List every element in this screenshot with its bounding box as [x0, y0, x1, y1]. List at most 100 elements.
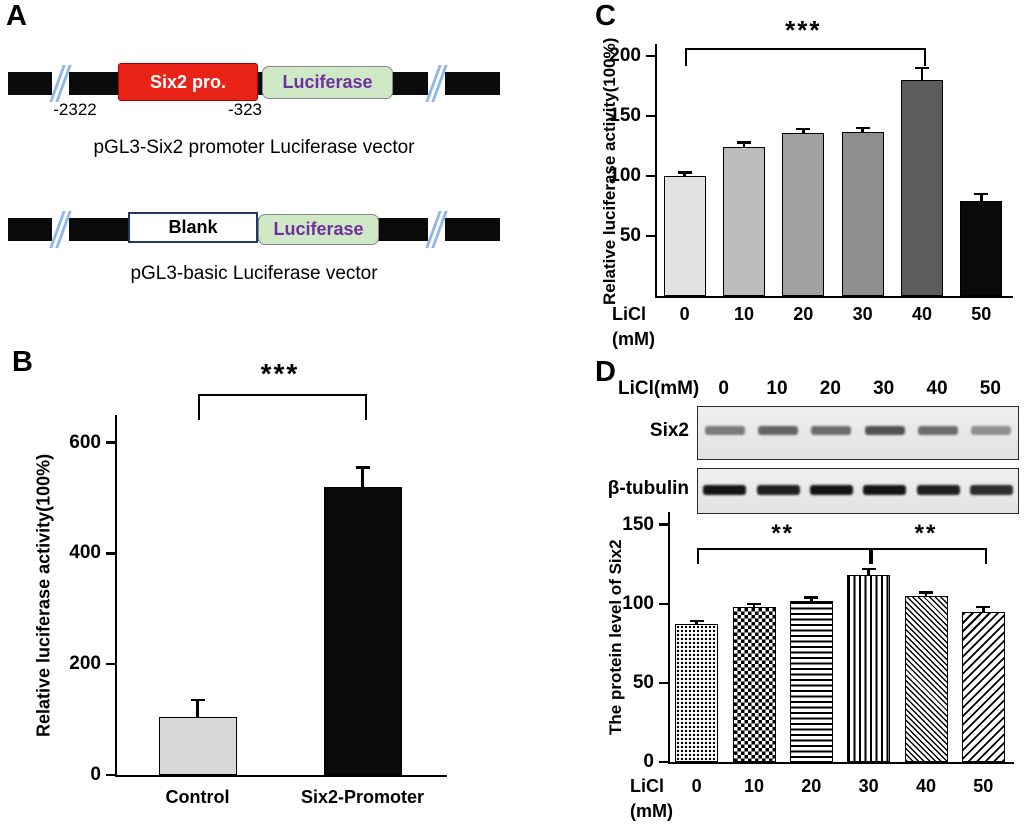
y-tick — [659, 760, 668, 764]
bar — [723, 147, 765, 296]
lane-label: 20 — [819, 378, 841, 399]
bar — [904, 595, 948, 762]
y-tick — [659, 602, 668, 606]
lane-label: 10 — [766, 378, 788, 399]
error-bar-cap — [804, 596, 819, 599]
x-tick-label: 30 — [852, 304, 873, 324]
x-tick-label: 0 — [691, 776, 702, 796]
x-tick-label: 10 — [743, 776, 764, 796]
promoter-start-coordinate: -2322 — [53, 100, 97, 119]
panel-d-label: D — [595, 356, 616, 388]
y-axis-label: Relative luciferase activity(100%) — [33, 453, 54, 737]
y-axis-label: The protein level of Six2 — [606, 539, 625, 735]
error-bar-cap — [796, 127, 811, 131]
significance-label: *** — [260, 358, 300, 389]
error-bar-stem — [980, 194, 983, 202]
bar — [841, 131, 884, 296]
x-axis-label: LiCl — [612, 304, 646, 324]
significance-label: ** — [771, 520, 794, 547]
blot-band — [864, 426, 905, 435]
blot-band — [971, 426, 1012, 435]
error-bar-cap — [915, 66, 929, 70]
blot-band — [809, 485, 853, 495]
error-bar-stem — [924, 592, 928, 596]
error-bar-cap — [355, 466, 370, 469]
bar — [782, 132, 825, 296]
bar-chart-c: 50 100 150 200 0 10 20 30 40 50 LiCl (mM) Relative l… — [600, 8, 1024, 360]
y-tick-label: 100 — [609, 165, 641, 186]
promoter-end-coordinate: -323 — [227, 100, 263, 119]
bar — [732, 606, 776, 762]
significance-bracket — [197, 394, 367, 420]
error-bar-stem — [742, 142, 746, 148]
blot-band — [863, 485, 907, 495]
lane-label: 30 — [873, 378, 895, 399]
error-bar-stem — [920, 68, 924, 80]
significance-label: ** — [914, 520, 938, 547]
error-bar-cap — [855, 126, 870, 130]
error-bar-cap — [861, 567, 876, 571]
error-bar-cap — [737, 141, 751, 144]
six2-promoter-box: Six2 pro. — [118, 63, 258, 101]
axes — [668, 512, 1014, 764]
y-tick — [646, 234, 655, 238]
error-bar-cap — [976, 605, 991, 609]
error-bar-stem — [982, 606, 985, 612]
y-tick — [646, 114, 655, 118]
bar — [675, 624, 719, 762]
significance-label: *** — [785, 15, 822, 45]
blot-row-label: β-tubulin — [607, 478, 689, 499]
error-bar-cap — [919, 591, 933, 594]
error-bar-cap — [677, 171, 692, 174]
panel-c-label: C — [595, 0, 616, 32]
dna-break-icon — [49, 211, 72, 248]
luciferase-box-2: Luciferase — [258, 214, 379, 245]
error-bar-cap — [689, 619, 704, 623]
error-bar-stem — [867, 568, 870, 576]
error-bar-stem — [361, 467, 364, 487]
blot-row-label: Six2 — [649, 420, 689, 441]
error-bar-cap — [974, 192, 989, 196]
significance-bracket — [684, 48, 926, 66]
bar — [158, 716, 237, 775]
error-bar-stem — [752, 603, 756, 607]
construct-2-caption: pGL3-basic Luciferase vector — [130, 263, 378, 284]
blank-box: Blank — [128, 212, 258, 243]
error-bar-stem — [196, 700, 199, 717]
dna-break-icon — [425, 211, 448, 248]
bar-chart-d: 0 50 100 150 0 10 20 30 40 50 LiCl (mM) The protein … — [600, 500, 1024, 832]
blot-box-tubulin — [697, 468, 1019, 514]
y-tick-label: 200 — [609, 45, 641, 66]
lane-label: 50 — [979, 378, 1001, 399]
significance-bracket — [868, 548, 988, 564]
x-tick-label: 50 — [973, 776, 994, 796]
bar-chart-b: 0 200 400 600 Control Six2-Promoter Relative l… — [30, 358, 466, 832]
dna-break-icon — [425, 65, 448, 102]
x-axis-label: (mM) — [612, 329, 655, 349]
x-tick-label: 40 — [911, 304, 932, 324]
error-bar-cap — [190, 698, 205, 702]
y-tick — [659, 523, 668, 526]
bar — [847, 575, 891, 762]
blot-band — [756, 485, 800, 495]
significance-bracket — [696, 548, 873, 564]
y-tick-label: 0 — [90, 764, 101, 785]
error-bar-stem — [683, 172, 686, 176]
blot-band — [811, 426, 852, 435]
bar — [323, 487, 402, 775]
x-tick-label: 50 — [971, 304, 992, 324]
y-tick — [106, 441, 115, 444]
error-bar-cap — [747, 602, 761, 606]
x-tick-label: 10 — [733, 304, 754, 324]
blot-header-label: LiCl(mM) — [618, 378, 700, 399]
y-tick — [646, 54, 655, 58]
y-tick — [106, 662, 115, 666]
construct-1-caption: pGL3-Six2 promoter Luciferase vector — [93, 137, 415, 158]
dna-break-icon — [49, 65, 72, 102]
y-tick — [106, 552, 115, 555]
axes — [655, 44, 1013, 298]
bar — [789, 600, 833, 762]
y-tick-label: 400 — [69, 542, 101, 564]
y-tick-label: 600 — [69, 431, 101, 453]
